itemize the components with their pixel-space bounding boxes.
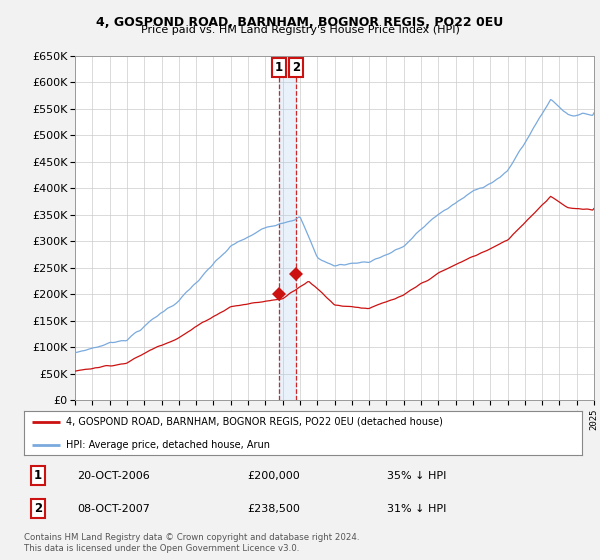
Text: 35% ↓ HPI: 35% ↓ HPI xyxy=(387,471,446,481)
Text: 08-OCT-2007: 08-OCT-2007 xyxy=(77,503,150,514)
Text: 20-OCT-2006: 20-OCT-2006 xyxy=(77,471,150,481)
Bar xyxy=(279,56,296,400)
Text: Price paid vs. HM Land Registry's House Price Index (HPI): Price paid vs. HM Land Registry's House … xyxy=(140,25,460,35)
Text: Contains HM Land Registry data © Crown copyright and database right 2024.
This d: Contains HM Land Registry data © Crown c… xyxy=(24,533,359,553)
Text: 2: 2 xyxy=(34,502,42,515)
Text: 2: 2 xyxy=(292,61,300,74)
Text: £200,000: £200,000 xyxy=(247,471,300,481)
Text: 4, GOSPOND ROAD, BARNHAM, BOGNOR REGIS, PO22 0EU: 4, GOSPOND ROAD, BARNHAM, BOGNOR REGIS, … xyxy=(97,16,503,29)
Text: £238,500: £238,500 xyxy=(247,503,300,514)
Text: 4, GOSPOND ROAD, BARNHAM, BOGNOR REGIS, PO22 0EU (detached house): 4, GOSPOND ROAD, BARNHAM, BOGNOR REGIS, … xyxy=(66,417,443,427)
Text: 31% ↓ HPI: 31% ↓ HPI xyxy=(387,503,446,514)
Text: 1: 1 xyxy=(34,469,42,482)
Text: HPI: Average price, detached house, Arun: HPI: Average price, detached house, Arun xyxy=(66,440,270,450)
Text: 1: 1 xyxy=(275,61,283,74)
